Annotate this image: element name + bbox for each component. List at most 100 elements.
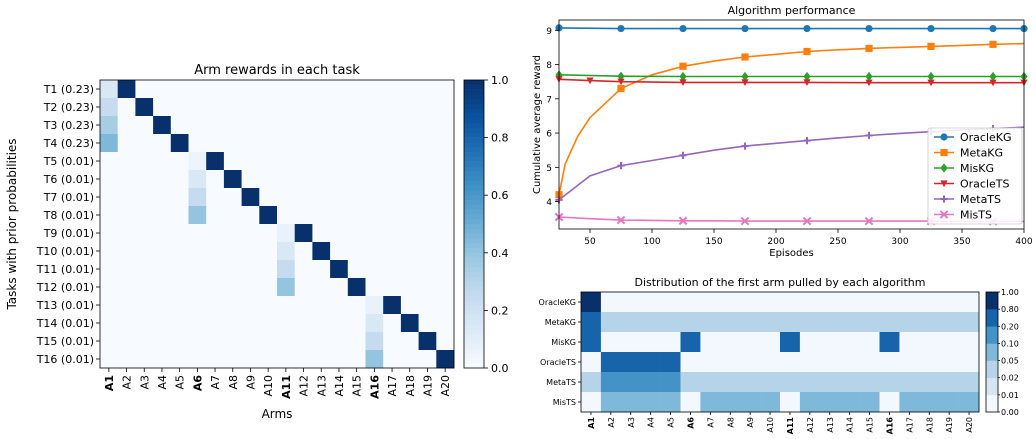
heatmap-cell	[436, 116, 455, 135]
heatmap-cell	[241, 242, 260, 261]
heatmap-cell	[740, 312, 761, 333]
heatmap-cell	[436, 296, 455, 315]
heatmap-cell	[859, 392, 880, 413]
heatmap-cell	[383, 296, 402, 315]
data-point	[679, 71, 687, 82]
heatmap-cell	[640, 312, 661, 333]
heatmap-cell	[277, 188, 295, 207]
heatmap-frame	[99, 79, 455, 369]
legend-label: MisTS	[960, 209, 992, 222]
colorbar-segment	[464, 228, 484, 234]
heatmap-cell	[418, 260, 437, 279]
colorbar-segment	[464, 132, 484, 138]
heatmap-cell	[799, 352, 821, 373]
heatmap-cell	[879, 332, 900, 353]
x-tick-label: A2	[121, 375, 134, 390]
heatmap-cell	[277, 260, 295, 279]
heatmap-cell	[383, 314, 402, 333]
data-point	[865, 44, 873, 53]
heatmap-cell	[206, 350, 225, 369]
heatmap-cell	[899, 292, 920, 313]
heatmap-cell	[418, 80, 437, 99]
heatmap-cell	[383, 134, 402, 153]
x-tick-label: A20	[439, 375, 452, 397]
data-point	[741, 53, 749, 61]
colorbar-segment	[986, 309, 998, 327]
colorbar-segment	[464, 272, 484, 278]
heatmap-cell	[188, 314, 207, 333]
heatmap-cell	[819, 352, 840, 373]
data-point	[940, 133, 948, 141]
heatmap-cell	[294, 152, 313, 171]
colorbar-segment	[464, 80, 484, 86]
y-tick-label: T13 (0.01)	[36, 299, 94, 312]
data-point	[617, 24, 625, 33]
heatmap-cell	[117, 332, 136, 351]
heatmap-cell	[400, 206, 419, 225]
heatmap-cell	[799, 292, 821, 313]
y-tick-label: OracleKG	[539, 298, 576, 307]
y-tick-label: T4 (0.23)	[43, 137, 94, 150]
heatmap-cell	[365, 134, 384, 153]
heatmap-cell	[153, 134, 172, 153]
data-point	[927, 24, 935, 33]
heatmap-cell	[100, 350, 118, 369]
heatmap-cell	[383, 170, 402, 189]
data-point	[617, 71, 625, 81]
colorbar-tick-label: 0.8	[491, 132, 509, 145]
heatmap-cell	[135, 332, 154, 351]
colorbar-segment	[464, 128, 484, 134]
first-arm-distribution-heatmap: Distribution of the first arm pulled by …	[539, 276, 980, 434]
heatmap-cell	[859, 352, 880, 373]
y-tick-label: T6 (0.01)	[43, 173, 94, 186]
colorbar-segment	[464, 118, 484, 124]
heatmap-cell	[620, 372, 641, 393]
heatmap-cell	[365, 314, 384, 333]
heatmap-cell	[153, 314, 172, 333]
heatmap-cell	[312, 116, 331, 135]
heatmap-cell	[581, 332, 602, 353]
colorbar-segment	[986, 377, 998, 396]
colorbar-segment	[464, 353, 484, 359]
heatmap-cell	[100, 332, 118, 351]
heatmap-cell	[135, 242, 154, 261]
heatmap-cell	[330, 206, 349, 225]
x-tick-label: A15	[351, 375, 364, 397]
heatmap-cell	[330, 260, 349, 279]
heatmap-cell	[383, 152, 402, 171]
heatmap-cell	[680, 352, 701, 373]
heatmap-cell	[720, 332, 741, 353]
series-line	[558, 27, 1024, 30]
x-tick-label: A5	[667, 417, 676, 428]
heatmap-cell	[223, 152, 242, 171]
heatmap-cell	[312, 134, 331, 153]
x-tick-label: A9	[746, 417, 755, 428]
heatmap-cell	[939, 332, 960, 353]
heatmap-cell	[312, 224, 331, 243]
y-tick-label: 9	[546, 27, 552, 37]
x-tick-label: A14	[846, 417, 855, 433]
heatmap-cell	[330, 332, 349, 351]
heatmap-cell	[241, 278, 260, 297]
heatmap-cell	[347, 80, 366, 99]
heatmap-cell	[780, 352, 801, 373]
heatmap-cell	[294, 170, 313, 189]
heatmap-cell	[859, 312, 880, 333]
heatmap-cell	[241, 152, 260, 171]
heatmap-cell	[277, 296, 295, 315]
heatmap-cell	[330, 350, 349, 369]
heatmap-cell	[277, 116, 295, 135]
heatmap-cell	[720, 372, 741, 393]
heatmap-cell	[277, 80, 295, 99]
heatmap-cell	[135, 278, 154, 297]
heatmap-cell	[100, 80, 118, 99]
heatmap-cell	[939, 392, 960, 413]
colorbar-segment	[464, 89, 484, 95]
heatmap-cell	[188, 152, 207, 171]
heatmap-cell	[620, 292, 641, 313]
heatmap-cell	[153, 170, 172, 189]
heatmap-cell	[418, 152, 437, 171]
heatmap-cell	[383, 332, 402, 351]
x-tick-label: A15	[866, 417, 875, 433]
heatmap-cell	[330, 170, 349, 189]
